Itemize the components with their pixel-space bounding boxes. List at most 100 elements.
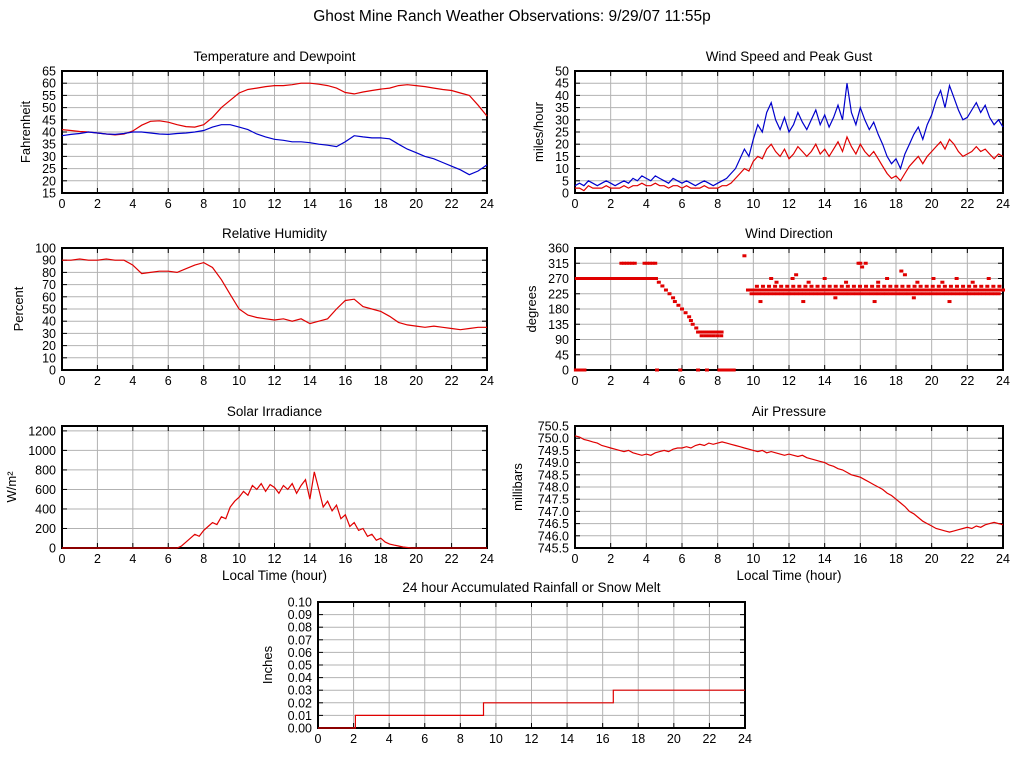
- y-tick-label: 45: [42, 113, 56, 127]
- x-tick-label: 20: [409, 197, 423, 211]
- x-tick-label: 16: [338, 374, 352, 388]
- wind-direction-chart: 0 2 4 6 8 10 12 14 16 18 20 22 240459013518022527031…: [524, 226, 1010, 388]
- x-tick-label: 12: [782, 552, 796, 566]
- chart-title: Relative Humidity: [222, 226, 327, 241]
- y-tick-label: 90: [555, 333, 569, 347]
- x-tick-label: 12: [268, 374, 282, 388]
- y-tick-label: 20: [42, 174, 56, 188]
- y-tick-label: 40: [42, 315, 56, 329]
- x-tick-label: 4: [129, 197, 136, 211]
- x-tick-label: 24: [996, 374, 1010, 388]
- y-axis-label: W/m²: [4, 471, 19, 503]
- y-tick-label: 90: [42, 254, 56, 268]
- y-tick-label: 10: [42, 351, 56, 365]
- y-tick-label: 70: [42, 278, 56, 292]
- y-tick-label: 20: [555, 138, 569, 152]
- x-tick-label: 18: [374, 552, 388, 566]
- x-tick-label: 0: [59, 374, 66, 388]
- y-tick-label: 315: [548, 257, 569, 271]
- x-tick-label: 22: [445, 197, 459, 211]
- x-tick-label: 18: [374, 197, 388, 211]
- x-tick-label: 4: [386, 732, 393, 746]
- series-irradiance: [62, 471, 487, 549]
- x-tick-label: 10: [232, 374, 246, 388]
- y-tick-label: 35: [42, 138, 56, 152]
- y-tick-label: 0.08: [288, 621, 312, 635]
- y-tick-label: 0.04: [288, 671, 312, 685]
- y-tick-label: 40: [555, 89, 569, 103]
- x-tick-label: 12: [782, 197, 796, 211]
- y-tick-label: 15: [42, 187, 56, 201]
- y-tick-label: 400: [35, 502, 56, 516]
- x-tick-label: 16: [853, 374, 867, 388]
- x-tick-label: 16: [853, 197, 867, 211]
- x-axis-label: Local Time (hour): [222, 568, 327, 583]
- x-tick-label: 12: [268, 552, 282, 566]
- x-tick-label: 22: [445, 374, 459, 388]
- x-tick-label: 2: [350, 732, 357, 746]
- x-tick-label: 14: [303, 374, 317, 388]
- x-tick-label: 18: [374, 374, 388, 388]
- temperature-dewpoint-chart: 0 2 4 6 8 10 12 14 16 18 20 22 241520253035404550556…: [18, 49, 494, 211]
- y-tick-label: 800: [35, 463, 56, 477]
- y-tick-label: 30: [42, 150, 56, 164]
- x-tick-label: 24: [738, 732, 752, 746]
- x-tick-label: 4: [129, 552, 136, 566]
- x-tick-label: 0: [572, 197, 579, 211]
- x-tick-label: 2: [94, 552, 101, 566]
- x-tick-label: 18: [631, 732, 645, 746]
- y-tick-label: 180: [548, 303, 569, 317]
- y-axis-label: Fahrenheit: [18, 101, 33, 164]
- x-tick-label: 6: [679, 552, 686, 566]
- y-tick-label: 0: [49, 364, 56, 378]
- x-tick-label: 6: [165, 197, 172, 211]
- y-tick-label: 270: [548, 272, 569, 286]
- y-tick-label: 30: [555, 113, 569, 127]
- x-tick-label: 8: [714, 374, 721, 388]
- y-tick-label: 50: [555, 65, 569, 79]
- x-tick-label: 4: [643, 197, 650, 211]
- x-tick-label: 18: [889, 552, 903, 566]
- x-tick-label: 2: [607, 197, 614, 211]
- series-peak-gust: [574, 83, 1004, 187]
- x-tick-label: 8: [714, 552, 721, 566]
- x-tick-label: 0: [572, 552, 579, 566]
- y-tick-label: 746.5: [538, 517, 569, 531]
- x-tick-label: 8: [200, 552, 207, 566]
- x-tick-label: 8: [200, 374, 207, 388]
- y-tick-label: 20: [42, 339, 56, 353]
- y-tick-label: 60: [42, 77, 56, 91]
- x-tick-label: 10: [746, 197, 760, 211]
- x-tick-label: 0: [59, 197, 66, 211]
- x-tick-label: 16: [338, 197, 352, 211]
- y-tick-label: 0.02: [288, 696, 312, 710]
- x-tick-label: 22: [960, 197, 974, 211]
- y-tick-label: 40: [42, 126, 56, 140]
- x-tick-label: 6: [679, 197, 686, 211]
- x-tick-label: 10: [489, 732, 503, 746]
- x-tick-label: 0: [315, 732, 322, 746]
- x-tick-label: 20: [667, 732, 681, 746]
- y-tick-label: 0.00: [288, 722, 312, 736]
- y-tick-label: 0.06: [288, 646, 312, 660]
- x-tick-label: 22: [702, 732, 716, 746]
- y-tick-label: 750.0: [538, 432, 569, 446]
- y-tick-label: 600: [35, 483, 56, 497]
- y-tick-label: 65: [42, 65, 56, 79]
- x-tick-label: 16: [596, 732, 610, 746]
- y-tick-label: 10: [555, 162, 569, 176]
- y-tick-label: 360: [548, 242, 569, 256]
- y-tick-label: 749.5: [538, 444, 569, 458]
- y-axis-label: degrees: [524, 285, 539, 332]
- y-tick-label: 0.10: [288, 596, 312, 610]
- series-pressure: [574, 435, 1004, 533]
- y-tick-label: 30: [42, 327, 56, 341]
- y-tick-label: 200: [35, 522, 56, 536]
- x-tick-label: 14: [818, 374, 832, 388]
- y-tick-label: 5: [562, 174, 569, 188]
- x-tick-label: 6: [679, 374, 686, 388]
- x-tick-label: 8: [457, 732, 464, 746]
- rainfall-chart: 0 2 4 6 8 10 12 14 16 18 20 22 240.000.010.020.030.0…: [260, 580, 752, 746]
- chart-title: Air Pressure: [752, 404, 826, 419]
